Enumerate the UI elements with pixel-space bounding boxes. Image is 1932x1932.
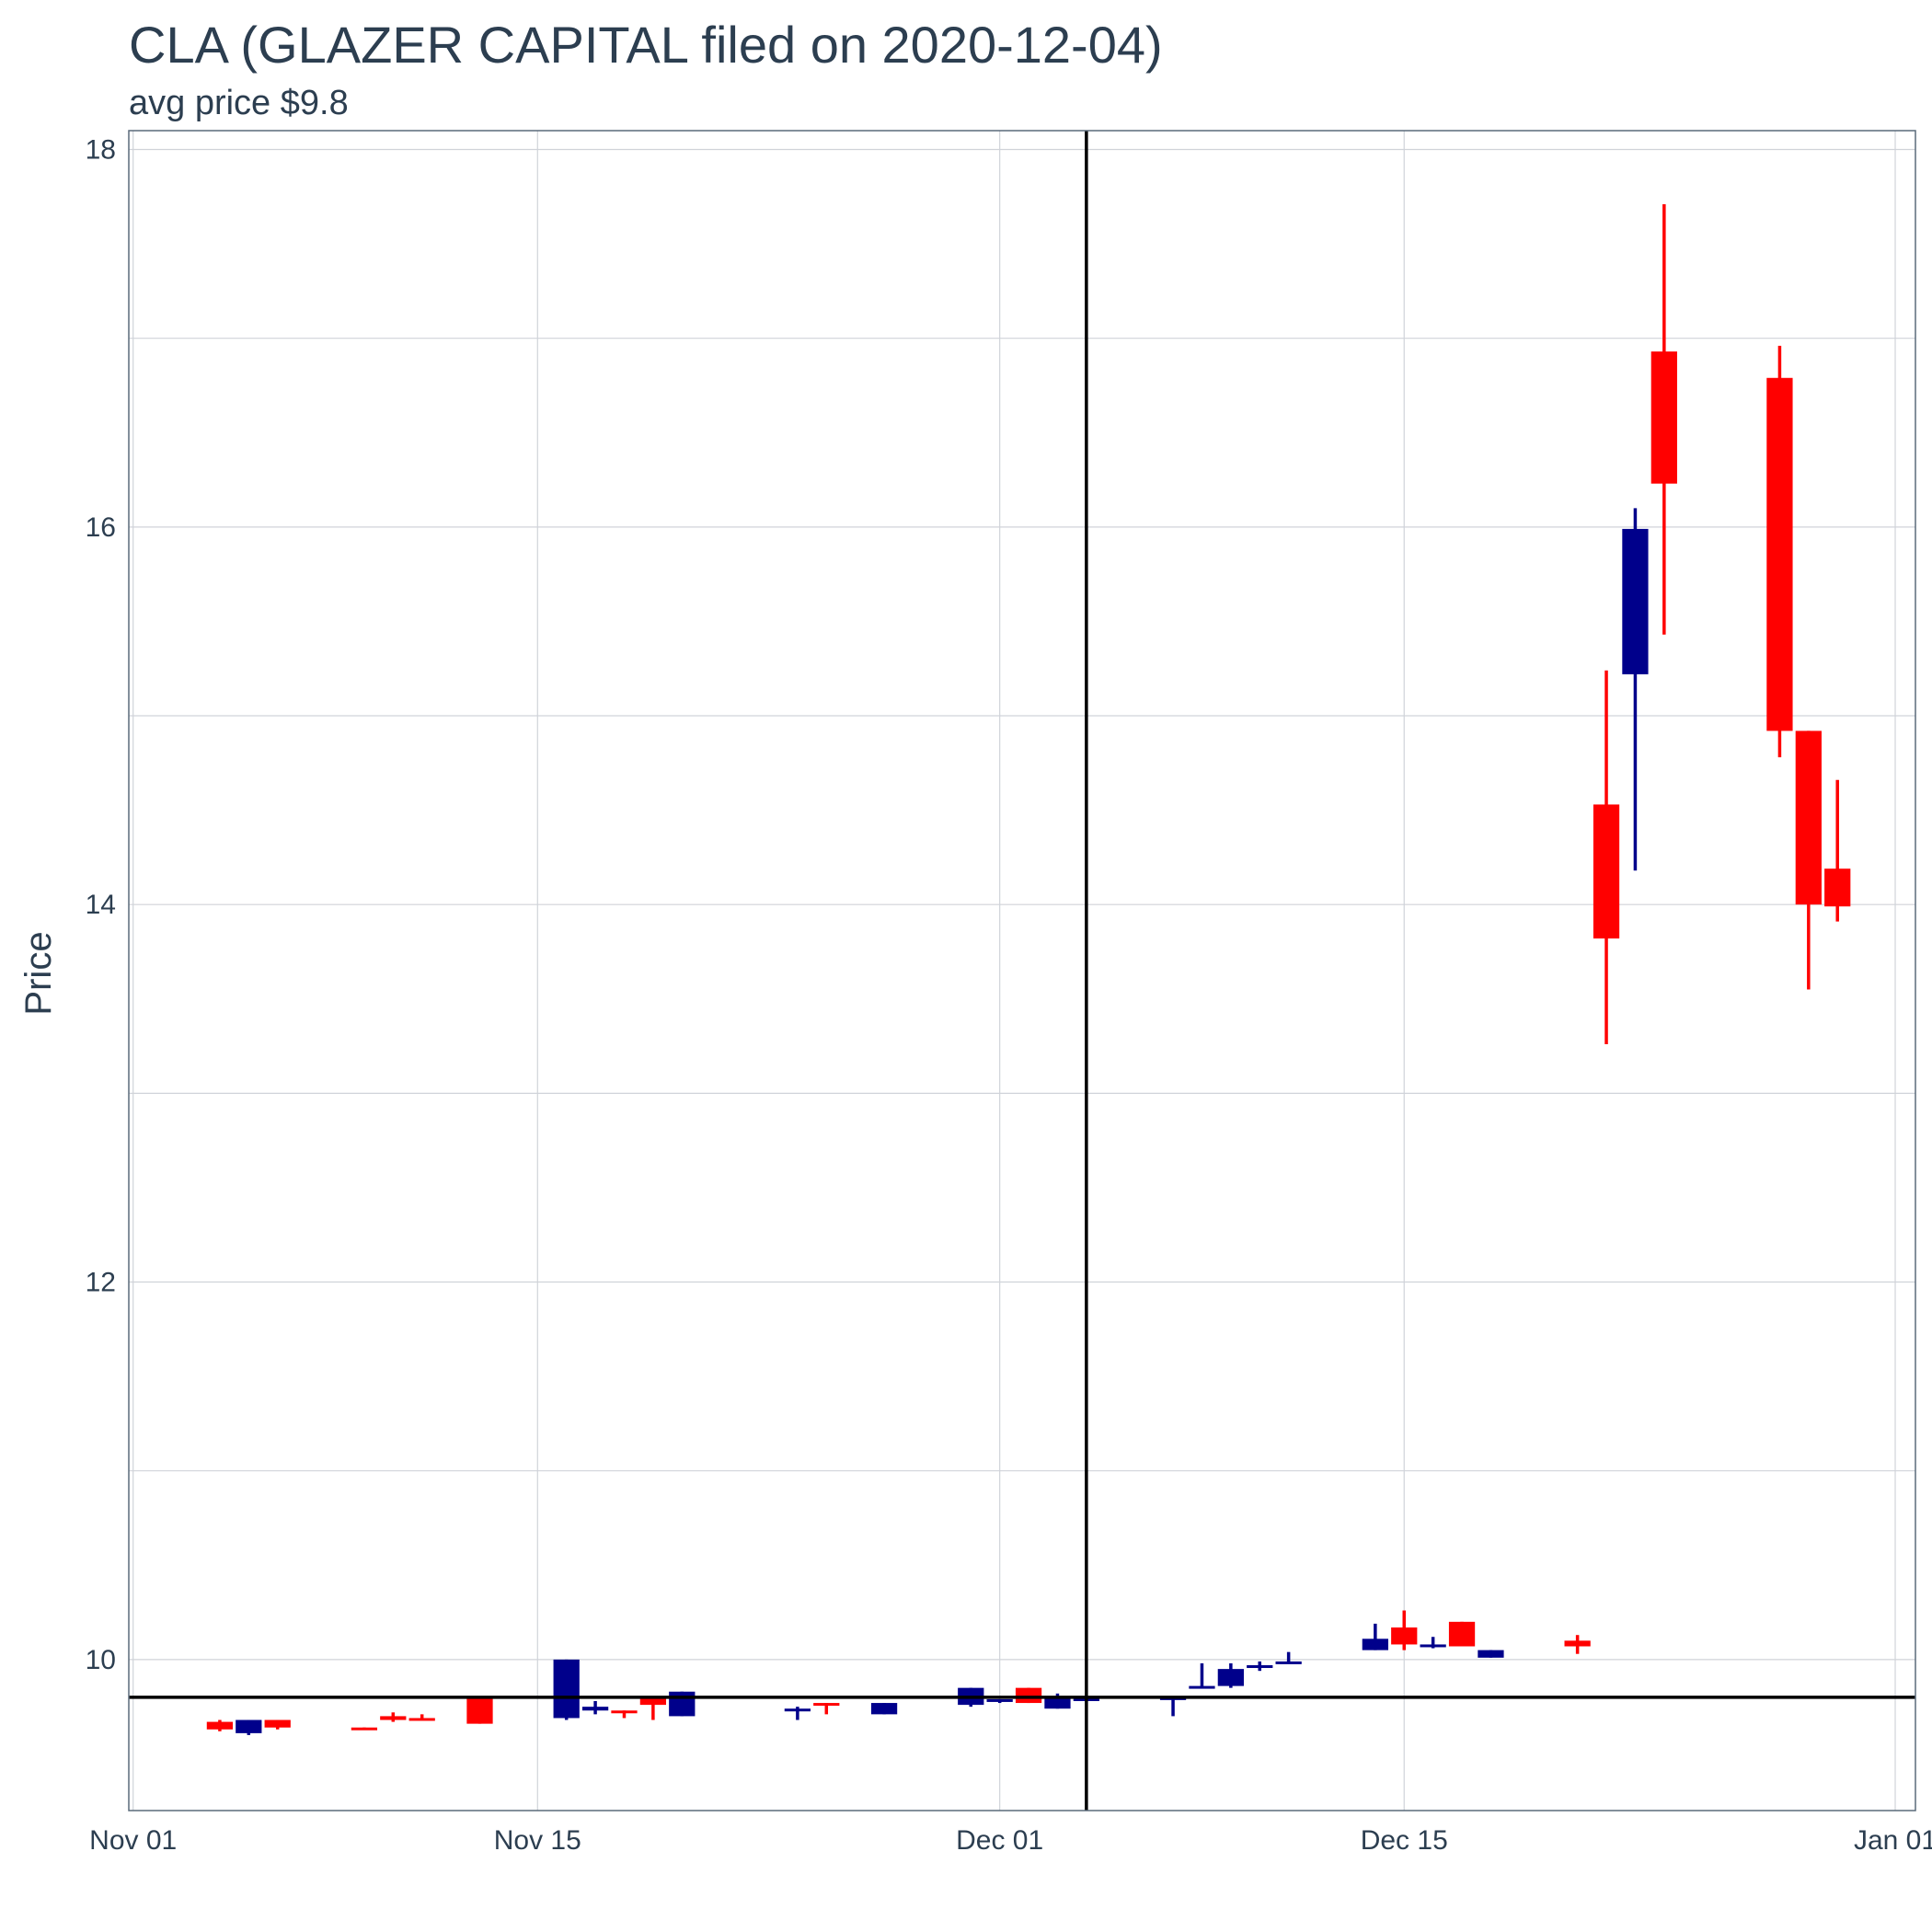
candle-body [1795,730,1822,905]
candle-body [1650,351,1677,484]
candle-body [1564,1640,1591,1647]
candle-body [1622,528,1649,674]
y-tick-label: 12 [86,1268,116,1298]
x-tick-label: Jan 01 [1854,1825,1932,1856]
candle-body [1217,1669,1244,1686]
candle-body [351,1727,378,1731]
candle-body [1189,1685,1215,1689]
candle-body [813,1703,840,1707]
candle-body [380,1716,407,1720]
candle-body [1044,1696,1071,1709]
candle-body [1593,804,1620,939]
x-tick-label: Dec 01 [956,1825,1043,1856]
candle-body [870,1703,898,1715]
candle-body [1478,1650,1504,1658]
panel-border [128,130,1916,1811]
x-tick-label: Nov 01 [89,1825,177,1856]
y-axis-label: Price [18,931,59,1015]
candle-body [784,1708,811,1712]
reference-lines [129,131,1915,1811]
candle-body [1015,1687,1042,1704]
x-tick-label: Nov 15 [494,1825,581,1856]
candle-body [1420,1644,1446,1648]
candle-body [1448,1621,1476,1647]
candle-body [1247,1665,1273,1669]
candle-body [986,1698,1013,1702]
chart-subtitle: avg price $9.8 [129,84,349,122]
y-tick-label: 14 [86,890,116,920]
candle-body [581,1707,609,1711]
candle-body [408,1718,435,1721]
candle-body [639,1696,667,1706]
y-tick-label: 16 [86,512,116,543]
candle-body [1362,1639,1388,1650]
candle-body [669,1691,696,1717]
y-tick-labels: 10 12 14 16 18 [86,135,116,1675]
candle-body [466,1696,493,1724]
x-tick-labels: Nov 01 Nov 15 Dec 01 Dec 15 Jan 01 [89,1825,1932,1856]
y-tick-label: 10 [86,1645,116,1675]
gridlines [129,131,1915,1811]
candle-body [206,1721,234,1730]
y-tick-label: 18 [86,135,116,166]
candle-body [236,1719,262,1733]
candle-body [1391,1627,1418,1645]
candle-body [1824,868,1851,907]
candle-body [1275,1661,1302,1664]
x-tick-label: Dec 15 [1361,1825,1448,1856]
candle-body [553,1659,580,1719]
candle-body [611,1710,638,1714]
chart-title: CLA (GLAZER CAPITAL filed on 2020-12-04) [129,16,1163,74]
candle-body [1766,377,1793,731]
candle-body [264,1719,291,1728]
candles-layer [206,204,1851,1735]
